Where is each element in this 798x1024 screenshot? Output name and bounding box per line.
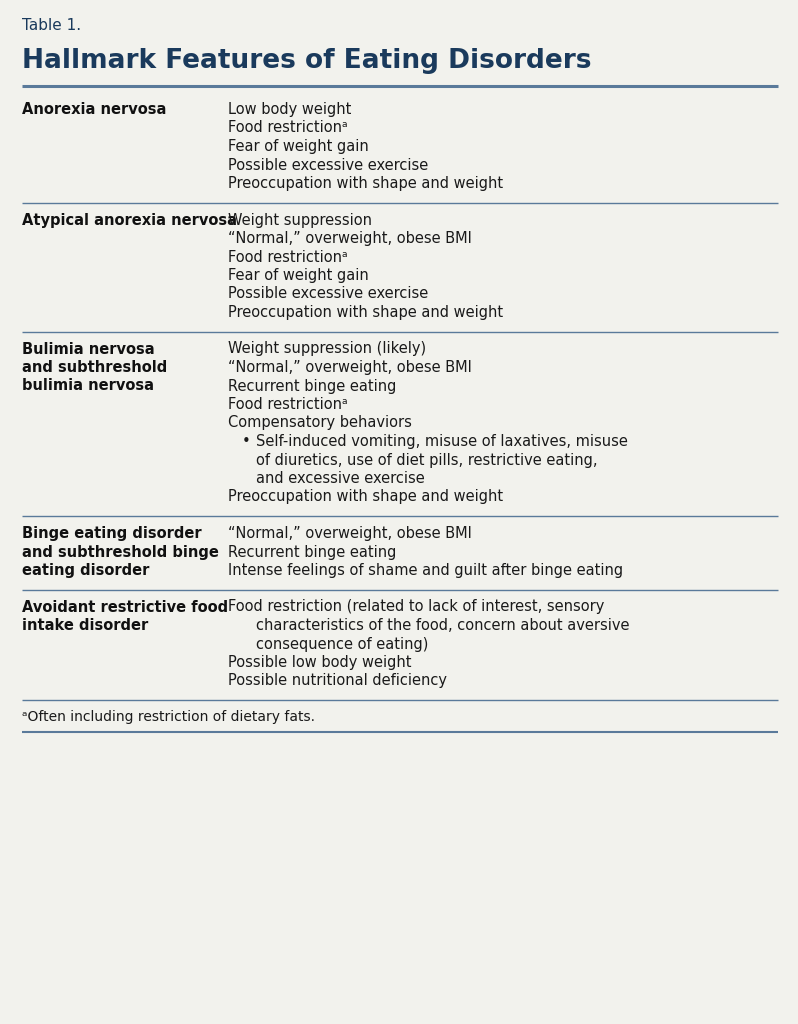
- Text: Recurrent binge eating: Recurrent binge eating: [228, 379, 397, 393]
- Text: eating disorder: eating disorder: [22, 563, 149, 578]
- Text: Compensatory behaviors: Compensatory behaviors: [228, 416, 412, 430]
- Text: “Normal,” overweight, obese BMI: “Normal,” overweight, obese BMI: [228, 360, 472, 375]
- Text: Self-induced vomiting, misuse of laxatives, misuse: Self-induced vomiting, misuse of laxativ…: [256, 434, 628, 449]
- Text: Possible excessive exercise: Possible excessive exercise: [228, 287, 429, 301]
- Text: Preoccupation with shape and weight: Preoccupation with shape and weight: [228, 305, 503, 319]
- Text: Anorexia nervosa: Anorexia nervosa: [22, 102, 166, 117]
- Text: Weight suppression (likely): Weight suppression (likely): [228, 341, 426, 356]
- Text: consequence of eating): consequence of eating): [256, 637, 429, 651]
- Text: and subthreshold: and subthreshold: [22, 360, 168, 375]
- Text: •: •: [242, 434, 251, 449]
- Text: of diuretics, use of diet pills, restrictive eating,: of diuretics, use of diet pills, restric…: [256, 453, 598, 468]
- Text: Possible low body weight: Possible low body weight: [228, 655, 412, 670]
- Text: Food restriction (related to lack of interest, sensory: Food restriction (related to lack of int…: [228, 599, 604, 614]
- Text: characteristics of the food, concern about aversive: characteristics of the food, concern abo…: [256, 618, 630, 633]
- Text: bulimia nervosa: bulimia nervosa: [22, 379, 154, 393]
- Text: Weight suppression: Weight suppression: [228, 213, 372, 227]
- Text: “Normal,” overweight, obese BMI: “Normal,” overweight, obese BMI: [228, 526, 472, 541]
- Text: Food restrictionᵃ: Food restrictionᵃ: [228, 121, 348, 135]
- Text: Food restrictionᵃ: Food restrictionᵃ: [228, 397, 348, 412]
- Text: Bulimia nervosa: Bulimia nervosa: [22, 341, 155, 356]
- Text: Avoidant restrictive food: Avoidant restrictive food: [22, 599, 228, 614]
- Text: ᵃOften including restriction of dietary fats.: ᵃOften including restriction of dietary …: [22, 710, 315, 724]
- Text: Intense feelings of shame and guilt after binge eating: Intense feelings of shame and guilt afte…: [228, 563, 623, 578]
- Text: Fear of weight gain: Fear of weight gain: [228, 139, 369, 154]
- Text: “Normal,” overweight, obese BMI: “Normal,” overweight, obese BMI: [228, 231, 472, 246]
- Text: Atypical anorexia nervosa: Atypical anorexia nervosa: [22, 213, 237, 227]
- Text: Possible excessive exercise: Possible excessive exercise: [228, 158, 429, 172]
- Text: Food restrictionᵃ: Food restrictionᵃ: [228, 250, 348, 264]
- Text: Possible nutritional deficiency: Possible nutritional deficiency: [228, 674, 447, 688]
- Text: Binge eating disorder: Binge eating disorder: [22, 526, 202, 541]
- Text: Recurrent binge eating: Recurrent binge eating: [228, 545, 397, 559]
- Text: and subthreshold binge: and subthreshold binge: [22, 545, 219, 559]
- Text: Low body weight: Low body weight: [228, 102, 351, 117]
- Text: Preoccupation with shape and weight: Preoccupation with shape and weight: [228, 176, 503, 191]
- Text: intake disorder: intake disorder: [22, 618, 148, 633]
- Text: and excessive exercise: and excessive exercise: [256, 471, 425, 486]
- Text: Preoccupation with shape and weight: Preoccupation with shape and weight: [228, 489, 503, 505]
- Text: Table 1.: Table 1.: [22, 18, 81, 33]
- Text: Hallmark Features of Eating Disorders: Hallmark Features of Eating Disorders: [22, 48, 591, 74]
- Text: Fear of weight gain: Fear of weight gain: [228, 268, 369, 283]
